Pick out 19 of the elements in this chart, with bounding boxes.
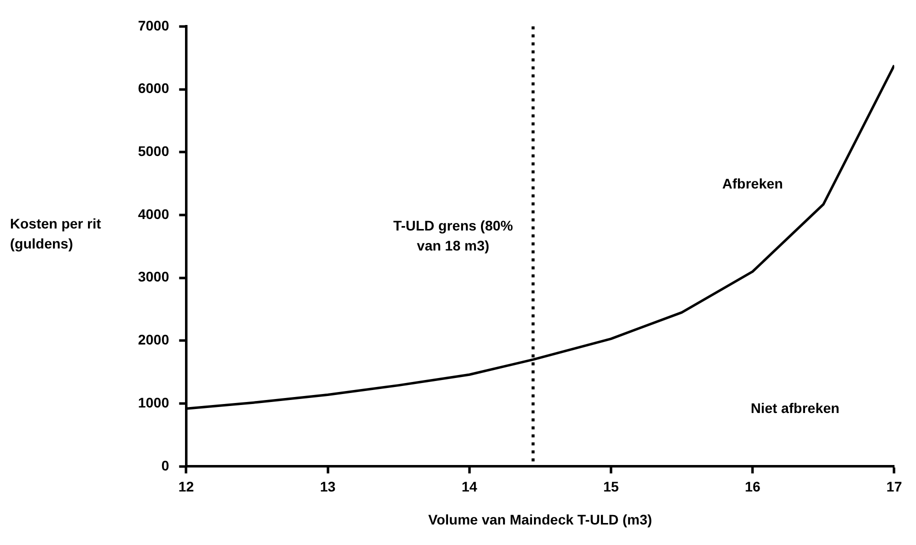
x-tick-label: 13 [320,478,336,495]
x-tick-label: 15 [603,478,619,495]
y-tick-label: 3000 [138,268,170,285]
y-tick-label: 2000 [138,332,170,348]
x-tick-label: 14 [462,478,478,495]
x-axis-title: Volume van Maindeck T-ULD (m3) [428,511,652,528]
y-axis-title: Kosten per rit (guldens) [10,215,102,252]
annotation: Afbreken [722,176,783,192]
x-tick-label: 12 [178,478,194,495]
y-tick-label: 5000 [138,142,170,159]
y-tick-label: 1000 [138,394,170,410]
ref-line-label: T-ULD grens (80% van 18 m3) [393,217,514,254]
annotation: Niet afbreken [750,400,840,416]
x-tick-label: 16 [744,478,761,495]
y-tick-label: 4000 [138,206,170,222]
y-tick-label: 6000 [138,80,170,96]
y-tick-label: 0 [161,457,170,474]
x-tick-label: 17 [886,478,902,495]
y-tick-label: 7000 [138,17,170,34]
